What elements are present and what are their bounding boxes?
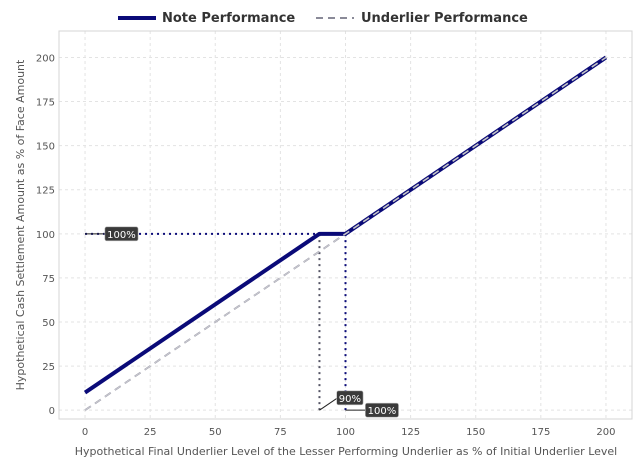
annotation-box — [336, 390, 364, 406]
y-tick-label: 125 — [36, 186, 55, 197]
annotation-label: 90% — [339, 394, 361, 405]
x-axis-label: Hypothetical Final Underlier Level of th… — [75, 445, 618, 458]
y-axis-label: Hypothetical Cash Settlement Amount as %… — [14, 59, 27, 390]
annotation-box — [104, 226, 139, 242]
y-tick-labels: 0 25 50 75 100 125 150 175 200 — [36, 53, 55, 417]
y-tick-label: 100 — [36, 230, 55, 241]
series-lines — [83, 55, 608, 411]
x-tick-label: 200 — [596, 427, 615, 438]
x-tick-label: 50 — [209, 427, 222, 438]
grid — [59, 31, 632, 419]
annotation-label: 100% — [107, 230, 136, 241]
y-tick-label: 150 — [36, 142, 55, 153]
x-tick-label: 25 — [144, 427, 157, 438]
series-line-underlier-overlay — [84, 56, 607, 411]
annotation-leader — [319, 397, 338, 411]
y-tick-label: 175 — [36, 98, 55, 109]
x-tick-label: 125 — [401, 427, 420, 438]
y-tick-label: 75 — [42, 274, 55, 285]
annotations: 100% 90% 100% — [85, 226, 399, 418]
x-tick-label: 100 — [336, 427, 355, 438]
legend-label-underlier-performance: Underlier Performance — [361, 11, 528, 26]
x-tick-label: 75 — [274, 427, 287, 438]
x-tick-label: 175 — [531, 427, 550, 438]
x-tick-label: 150 — [466, 427, 485, 438]
y-tick-label: 50 — [42, 318, 55, 329]
y-tick-label: 25 — [42, 362, 55, 373]
x-tick-labels: 0 25 50 75 100 125 150 175 200 — [82, 427, 616, 438]
plot-area-border — [58, 30, 633, 420]
y-tick-label: 200 — [36, 53, 55, 64]
x-tick-label: 0 — [82, 427, 88, 438]
annotation-label: 100% — [368, 406, 397, 417]
y-tick-label: 0 — [49, 406, 55, 417]
legend: Note Performance Underlier Performance — [118, 11, 528, 26]
legend-label-note-performance: Note Performance — [162, 11, 295, 26]
plot-frame — [58, 30, 633, 420]
annotation-box — [365, 402, 399, 418]
